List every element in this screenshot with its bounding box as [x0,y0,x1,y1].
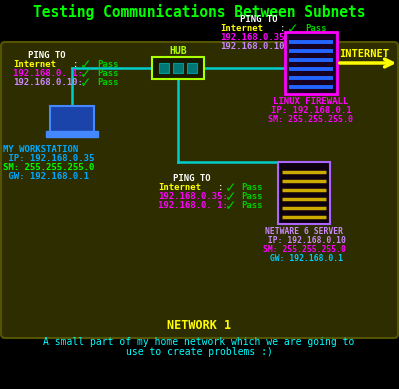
Text: GW: 192.168.0.1: GW: 192.168.0.1 [265,254,343,263]
Text: 192.168.0.35:: 192.168.0.35: [158,192,228,201]
Text: Pass: Pass [97,69,119,78]
Text: Internet: Internet [158,183,201,192]
Text: Internet: Internet [13,60,56,69]
FancyBboxPatch shape [173,63,183,73]
Text: IP: 192.168.0.35: IP: 192.168.0.35 [3,154,95,163]
Text: HUB: HUB [169,46,187,56]
Text: use to create problems :): use to create problems :) [126,347,273,357]
Text: Pass: Pass [305,42,326,51]
Text: 192.168.0.10:: 192.168.0.10: [220,42,290,51]
Text: Pass: Pass [97,78,119,87]
Text: IP: 192.168.0.10: IP: 192.168.0.10 [263,236,346,245]
Text: ✓: ✓ [80,58,92,72]
Text: INTERNET: INTERNET [339,49,389,59]
Text: A small part of my home network which we are going to: A small part of my home network which we… [43,337,355,347]
Text: ✓: ✓ [225,181,237,195]
Text: Pass: Pass [97,60,119,69]
Text: :: : [280,24,285,33]
Text: ✓: ✓ [225,199,237,213]
FancyBboxPatch shape [278,162,330,224]
Text: LINUX FIREWALL: LINUX FIREWALL [273,97,349,106]
Text: SM: 255.255.255.0: SM: 255.255.255.0 [3,163,95,172]
Text: 192.168.0.10:: 192.168.0.10: [13,78,83,87]
Text: 192.168.0. 1:: 192.168.0. 1: [13,69,83,78]
Text: Pass: Pass [241,183,263,192]
Text: Testing Communications Between Subnets: Testing Communications Between Subnets [33,4,365,20]
FancyBboxPatch shape [50,106,94,134]
Text: PING TO: PING TO [240,15,278,24]
FancyBboxPatch shape [1,42,398,338]
Text: NETWORK 1: NETWORK 1 [167,319,231,332]
Text: :: : [218,183,223,192]
Text: Pass: Pass [241,192,263,201]
Text: Pass: Pass [305,24,326,33]
Text: SM: 255.255.255.0: SM: 255.255.255.0 [263,245,346,254]
Text: 192.168.0. 1:: 192.168.0. 1: [158,201,228,210]
Text: Internet: Internet [220,24,263,33]
Text: Pass: Pass [305,33,326,42]
Text: ✓: ✓ [80,67,92,81]
FancyBboxPatch shape [152,57,204,79]
FancyBboxPatch shape [159,63,169,73]
FancyBboxPatch shape [187,63,197,73]
Text: ✓: ✓ [80,76,92,90]
FancyBboxPatch shape [46,131,98,137]
FancyBboxPatch shape [285,32,337,94]
Text: PING TO: PING TO [173,174,211,183]
Text: ✓: ✓ [287,31,298,45]
Text: GW: 192.168.0.1: GW: 192.168.0.1 [3,172,89,181]
Text: PING TO: PING TO [28,51,65,60]
Text: 192.168.0.35:: 192.168.0.35: [220,33,290,42]
Text: ✓: ✓ [225,190,237,204]
Text: ✓: ✓ [287,40,298,54]
Text: IP: 192.168.0.1: IP: 192.168.0.1 [271,106,351,115]
Text: NETWARE 6 SERVER: NETWARE 6 SERVER [265,227,343,236]
Text: MY WORKSTATION: MY WORKSTATION [3,145,78,154]
Text: Pass: Pass [241,201,263,210]
Text: :: : [73,60,78,69]
Text: ✓: ✓ [287,22,298,36]
Text: SM: 255.255.255.0: SM: 255.255.255.0 [269,115,354,124]
